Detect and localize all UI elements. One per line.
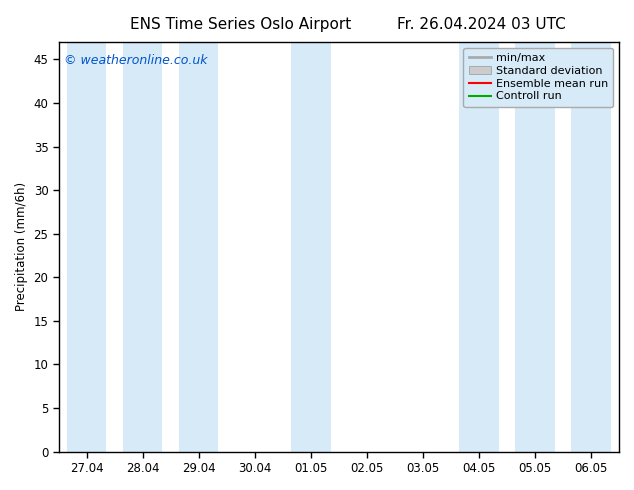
Text: ENS Time Series Oslo Airport: ENS Time Series Oslo Airport — [131, 17, 351, 32]
Bar — [571, 42, 611, 452]
Bar — [179, 42, 219, 452]
Text: Fr. 26.04.2024 03 UTC: Fr. 26.04.2024 03 UTC — [398, 17, 566, 32]
Bar — [123, 42, 162, 452]
Text: © weatheronline.co.uk: © weatheronline.co.uk — [65, 54, 208, 67]
Legend: min/max, Standard deviation, Ensemble mean run, Controll run: min/max, Standard deviation, Ensemble me… — [463, 48, 614, 107]
Y-axis label: Precipitation (mm/6h): Precipitation (mm/6h) — [15, 182, 28, 311]
Bar — [515, 42, 555, 452]
Bar — [291, 42, 330, 452]
Bar — [67, 42, 107, 452]
Bar — [460, 42, 498, 452]
